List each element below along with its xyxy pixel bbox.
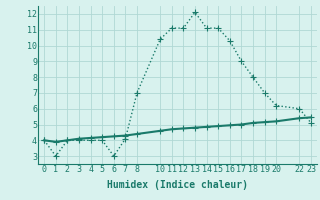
- X-axis label: Humidex (Indice chaleur): Humidex (Indice chaleur): [107, 180, 248, 190]
